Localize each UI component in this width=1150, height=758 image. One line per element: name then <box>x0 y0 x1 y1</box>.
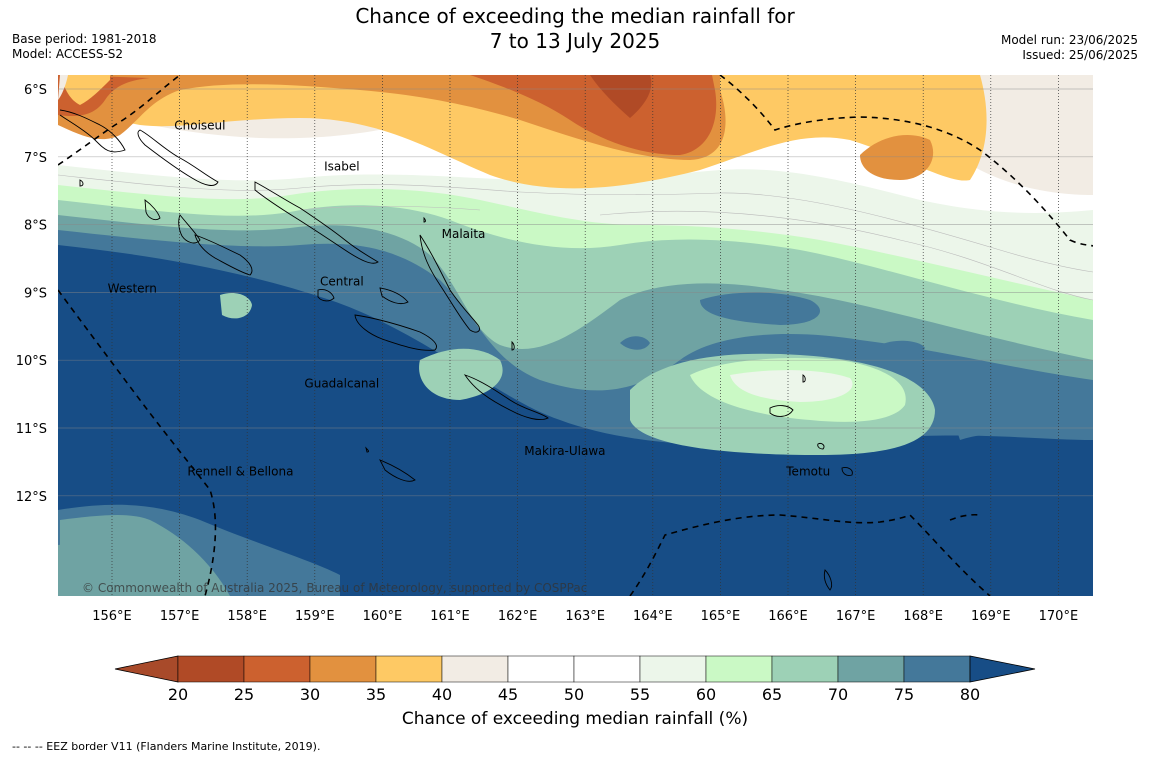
issued-date: Issued: 25/06/2025 <box>1022 48 1138 62</box>
lon-label: 160°E <box>363 609 403 624</box>
lon-label: 166°E <box>768 609 808 624</box>
colorbar-tick-label: 75 <box>894 685 914 704</box>
colorbar-tick-label: 60 <box>696 685 716 704</box>
colorbar-tick-label: 20 <box>168 685 188 704</box>
lon-label: 163°E <box>565 609 605 624</box>
colorbar-segment <box>243 655 311 683</box>
lon-label: 164°E <box>633 609 673 624</box>
colorbar-tick-label: 50 <box>564 685 584 704</box>
eez-footnote: -- -- -- EEZ border V11 (Flanders Marine… <box>12 740 321 753</box>
colorbar-segment <box>903 655 971 683</box>
rainfall-fill <box>58 75 1093 596</box>
colorbar-tick-label: 35 <box>366 685 386 704</box>
rainfall-map: 6°S 7°S 8°S 9°S 10°S 11°S 12°S 156°E 157°E 158°E… <box>16 75 1093 624</box>
lat-label: 12°S <box>16 490 47 505</box>
lon-label: 167°E <box>836 609 876 624</box>
colorbar-segment <box>771 655 839 683</box>
base-period: Base period: 1981-2018 <box>12 32 157 46</box>
colorbar-tick-label: 80 <box>960 685 980 704</box>
eez-border <box>58 75 1093 596</box>
colorbar-tick-label: 45 <box>498 685 518 704</box>
colorbar: 20 25 30 35 40 45 50 55 60 65 70 75 80 <box>114 655 1036 704</box>
colorbar-tick-label: 40 <box>432 685 452 704</box>
colorbar-segment <box>441 655 509 683</box>
longitude-labels: 156°E 157°E 158°E 159°E 160°E 161°E 162°E 163°E… <box>92 609 1078 624</box>
colorbar-segment <box>639 655 707 683</box>
lon-label: 161°E <box>430 609 470 624</box>
model-name: Model: ACCESS-S2 <box>12 47 124 61</box>
colorbar-segment <box>837 655 905 683</box>
lon-label: 159°E <box>295 609 335 624</box>
colorbar-tick-label: 70 <box>828 685 848 704</box>
colorbar-segment <box>375 655 443 683</box>
province-label: Malaita <box>442 227 486 241</box>
latitude-labels: 6°S 7°S 8°S 9°S 10°S 11°S 12°S <box>16 83 47 505</box>
colorbar-extend-low <box>114 655 179 683</box>
graticule <box>58 75 1093 596</box>
colorbar-tick-label: 30 <box>300 685 320 704</box>
province-label: Choiseul <box>174 119 225 133</box>
copyright-notice: © Commonwealth of Australia 2025, Bureau… <box>82 581 587 595</box>
lon-label: 165°E <box>701 609 741 624</box>
lon-label: 158°E <box>227 609 267 624</box>
colorbar-segment <box>177 655 245 683</box>
colorbar-segment <box>309 655 377 683</box>
lon-label: 157°E <box>160 609 200 624</box>
colorbar-title: Chance of exceeding median rainfall (%) <box>401 709 749 729</box>
colorbar-segment <box>507 655 575 683</box>
lon-label: 170°E <box>1039 609 1079 624</box>
province-labels: Choiseul Isabel Malaita Central Western Guada… <box>108 119 831 479</box>
colorbar-segment <box>573 655 641 683</box>
province-label: Makira-Ulawa <box>524 444 605 458</box>
map-title-line1: Chance of exceeding the median rainfall … <box>355 4 795 28</box>
province-label: Central <box>320 275 364 289</box>
colorbar-segment <box>705 655 773 683</box>
lat-label: 11°S <box>16 422 47 437</box>
province-label: Rennell & Bellona <box>187 464 293 478</box>
lon-label: 168°E <box>903 609 943 624</box>
province-label: Western <box>108 281 157 295</box>
lon-label: 156°E <box>92 609 132 624</box>
model-run: Model run: 23/06/2025 <box>1000 33 1138 47</box>
province-label: Temotu <box>785 464 830 478</box>
colorbar-extend-high <box>969 655 1036 683</box>
coastlines <box>59 109 853 591</box>
contour-lines <box>58 174 1093 301</box>
colorbar-tick-label: 55 <box>630 685 650 704</box>
province-label: Guadalcanal <box>304 376 379 390</box>
lon-label: 162°E <box>498 609 538 624</box>
colorbar-tick-label: 65 <box>762 685 782 704</box>
lat-label: 10°S <box>16 354 47 369</box>
lat-label: 9°S <box>24 286 47 301</box>
colorbar-tick-label: 25 <box>234 685 254 704</box>
lat-label: 6°S <box>24 83 47 98</box>
map-title-line2: 7 to 13 July 2025 <box>489 29 661 53</box>
lon-label: 169°E <box>971 609 1011 624</box>
lat-label: 8°S <box>24 219 47 234</box>
lat-label: 7°S <box>24 151 47 166</box>
province-label: Isabel <box>324 159 359 173</box>
